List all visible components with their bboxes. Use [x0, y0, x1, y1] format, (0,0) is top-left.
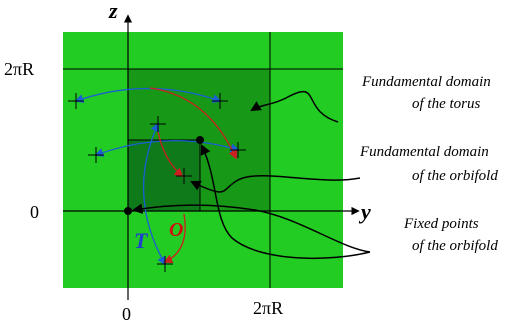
annotation-pointers	[131, 91, 371, 260]
pointer-fixed-origin	[131, 203, 371, 253]
cross-marker	[88, 147, 104, 163]
cross-marker	[150, 116, 166, 132]
y-tick-2piR: 2πR	[253, 298, 283, 318]
annotation-orbifold-line1: Fundamental domain	[359, 144, 489, 160]
z-tick-0: 0	[30, 202, 39, 222]
red-orbifold-arrows	[149, 87, 238, 263]
pointer-torus	[250, 91, 339, 123]
cross-marker	[212, 93, 228, 109]
annotation-fixed-line1: Fixed points	[403, 216, 479, 232]
y-axis-label: y	[358, 199, 371, 224]
fixed-point-origin	[124, 207, 132, 215]
cross-marker	[157, 256, 173, 272]
cross-marker	[176, 168, 192, 184]
pointer-orbifold	[190, 175, 361, 193]
z-tick-2piR: 2πR	[4, 59, 34, 79]
label-T: T	[134, 228, 149, 253]
blue-identification-arrows	[74, 87, 240, 266]
cross-marker	[230, 142, 246, 158]
annotation-fixed-line2: of the orbifold	[412, 238, 498, 254]
label-O: O	[169, 219, 183, 241]
cross-markers	[68, 93, 246, 272]
annotation-orbifold-line2: of the orbifold	[412, 168, 498, 184]
annotation-torus-line2: of the torus	[412, 96, 480, 112]
annotation-torus-line1: Fundamental domain	[361, 74, 491, 90]
pointer-fixed-center	[200, 144, 371, 260]
cross-marker	[68, 93, 84, 109]
axes	[63, 14, 360, 300]
z-axis-label: z	[108, 0, 118, 23]
grid-lines	[63, 32, 343, 288]
y-tick-0: 0	[122, 304, 131, 324]
fixed-point-center	[196, 136, 204, 144]
